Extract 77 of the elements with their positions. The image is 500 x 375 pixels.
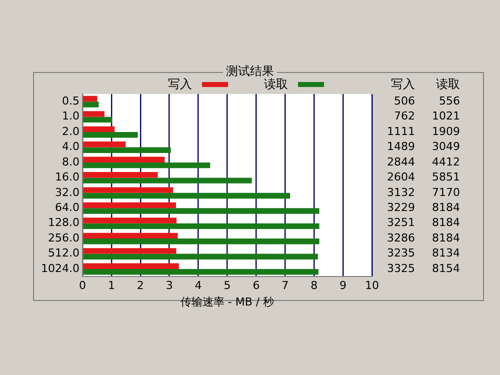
text: 3286 [387, 231, 415, 244]
y-tick-label: 512.0 [48, 246, 80, 260]
y-tick-label: 32.0 [54, 186, 80, 199]
bar [83, 102, 99, 108]
text: 4412 [432, 155, 460, 168]
text: 1021 [432, 110, 460, 123]
bar [83, 126, 115, 132]
bar [83, 162, 210, 168]
bar [83, 248, 176, 254]
text: 8184 [432, 216, 460, 230]
text: 762 [394, 110, 415, 123]
x-tick-label: 9 [340, 279, 347, 292]
text: 1489 [387, 140, 415, 154]
text: 3235 [387, 246, 415, 260]
bar [83, 263, 179, 269]
text: 3251 [387, 216, 415, 230]
text: 7170 [432, 186, 460, 199]
text: 3132 [387, 186, 415, 199]
bar [83, 111, 104, 117]
text: 506 [394, 94, 415, 108]
bar [83, 178, 252, 184]
y-tick-label: 16.0 [54, 170, 80, 184]
bar [83, 116, 112, 123]
bar [83, 142, 126, 148]
bar [83, 187, 174, 193]
x-tick-label: 3 [166, 279, 173, 292]
y-tick-label: 8.0 [62, 155, 80, 168]
text: 3049 [432, 140, 460, 154]
x-tick-label: 6 [252, 279, 260, 292]
text: 1909 [432, 124, 460, 138]
bar [83, 132, 138, 138]
x-tick-label: 8 [310, 279, 318, 292]
bar [83, 232, 178, 239]
text: 8184 [432, 200, 460, 214]
x-tick-label: 5 [224, 279, 231, 292]
text: 2604 [387, 170, 415, 184]
bar [83, 156, 165, 162]
y-tick-label: 0.5 [62, 94, 80, 108]
bar [83, 223, 320, 230]
x-tick-label: 0 [78, 279, 86, 292]
bar [83, 192, 290, 199]
y-tick-label: 2.0 [62, 124, 80, 138]
bar [83, 147, 171, 153]
bar [83, 238, 320, 244]
y-tick-label: 128.0 [48, 216, 80, 230]
y-tick-label: 64.0 [54, 200, 80, 214]
y-tick-label: 1024.0 [40, 262, 80, 275]
legend-label: 读取 [264, 77, 288, 92]
bar [83, 268, 318, 275]
text: 3229 [387, 200, 415, 214]
y-tick-label: 256.0 [48, 231, 80, 244]
legend-label: 写入 [168, 77, 192, 92]
bar [83, 202, 176, 208]
text: 2844 [387, 155, 415, 168]
x-tick-label: 10 [365, 279, 379, 292]
bar [83, 172, 158, 178]
text: 8134 [432, 246, 460, 260]
x-tick-label: 2 [136, 279, 144, 292]
text: 8154 [432, 262, 460, 275]
bar [83, 254, 318, 260]
bar [83, 208, 320, 214]
x-tick-label: 7 [282, 279, 289, 292]
x-axis-title: 传输速率 - MB / 秒 [180, 295, 274, 308]
y-tick-label: 1.0 [62, 110, 80, 123]
text: 8184 [432, 231, 460, 244]
text: 5851 [432, 170, 460, 184]
bar [83, 96, 98, 102]
text: 读取 [436, 77, 460, 92]
x-tick-label: 1 [108, 279, 115, 292]
text: 1111 [387, 124, 415, 138]
bar [83, 218, 177, 224]
chart-title: 测试结果 [226, 64, 274, 78]
x-tick-label: 4 [194, 279, 202, 292]
text: 556 [439, 94, 460, 108]
text: 3325 [387, 262, 415, 275]
text: 写入 [391, 77, 415, 92]
y-tick-label: 4.0 [62, 140, 80, 154]
